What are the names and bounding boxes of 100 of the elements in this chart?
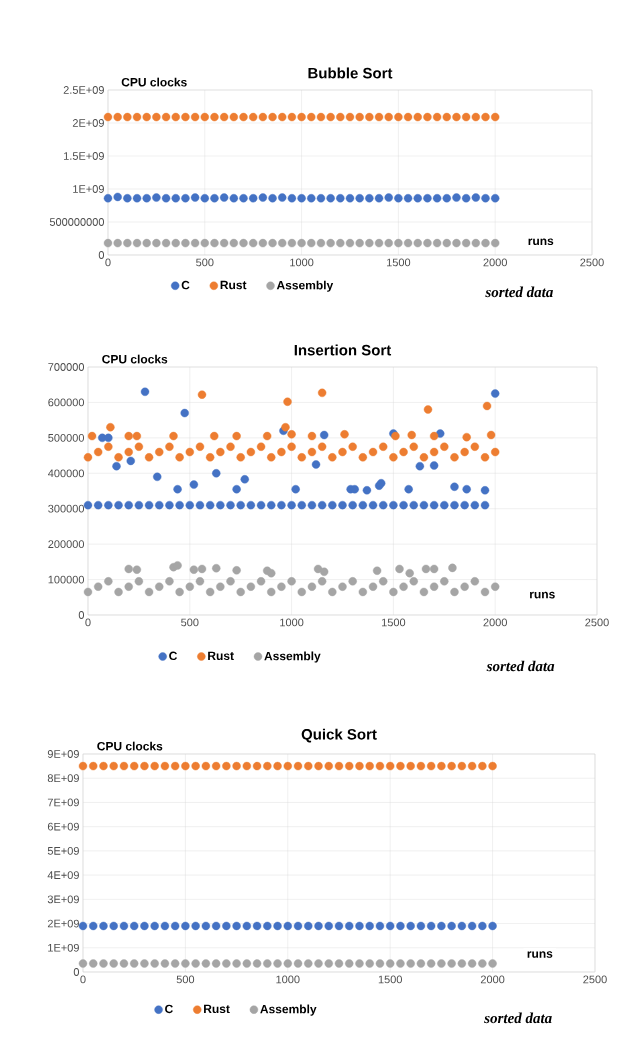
point [426, 761, 436, 771]
point [334, 761, 344, 771]
point [189, 565, 199, 574]
point [229, 194, 239, 203]
point [307, 582, 317, 591]
point [355, 761, 364, 771]
legend-label: Assembly [264, 651, 321, 663]
point [461, 112, 471, 122]
point [324, 921, 333, 931]
point [114, 587, 123, 597]
point [461, 238, 471, 248]
point [385, 761, 395, 771]
point [395, 564, 404, 574]
point [124, 564, 133, 574]
point [78, 959, 88, 968]
point [447, 921, 456, 931]
point [181, 112, 190, 122]
point [160, 959, 170, 968]
point [89, 959, 98, 968]
point [413, 238, 422, 248]
point [283, 921, 292, 931]
point [394, 112, 403, 122]
point [365, 112, 374, 122]
point [232, 959, 241, 968]
point [161, 112, 171, 122]
point [461, 194, 471, 203]
point [232, 761, 241, 771]
point [297, 112, 306, 122]
point [467, 921, 477, 931]
point [413, 112, 422, 122]
point [278, 238, 287, 248]
point [175, 587, 184, 597]
point [132, 194, 142, 203]
y-axis-title: CPU clocks [102, 354, 168, 364]
point [355, 959, 364, 968]
point [152, 112, 161, 122]
point [406, 761, 415, 771]
point [384, 112, 393, 122]
point [314, 921, 323, 931]
point [470, 577, 480, 586]
point [104, 577, 113, 586]
point [375, 921, 385, 931]
point [283, 959, 292, 968]
point [345, 959, 354, 968]
legend-label: Assembly [260, 1004, 317, 1016]
point [385, 959, 395, 968]
point [242, 921, 252, 931]
point [317, 577, 327, 586]
y-tick-label: 2E+09 [72, 119, 104, 127]
point [442, 112, 451, 122]
y-axis-title: CPU clocks [121, 77, 187, 87]
point [144, 587, 154, 597]
y-tick-label: 300000 [48, 504, 85, 513]
x-tick-label: 1500 [386, 258, 411, 267]
point [256, 577, 266, 586]
point [304, 959, 313, 968]
point [252, 959, 262, 968]
point [93, 582, 103, 591]
point [268, 194, 277, 203]
point [142, 238, 151, 248]
point [200, 238, 209, 248]
point [236, 587, 245, 597]
y-tick-label: 700000 [48, 363, 85, 371]
point [170, 959, 180, 968]
point [103, 112, 113, 122]
point [99, 761, 108, 771]
y-tick-label: 600000 [48, 398, 85, 407]
point [413, 194, 422, 203]
point [421, 564, 431, 574]
point [336, 194, 345, 203]
x-axis-title: runs [527, 951, 553, 958]
point [113, 238, 122, 248]
point [319, 567, 329, 576]
chart-title: Insertion Sort [294, 344, 392, 356]
point [287, 112, 297, 122]
point [437, 921, 446, 931]
x-tick-label: 500 [196, 258, 214, 267]
y-tick-label: 500000 [48, 433, 85, 442]
point [190, 238, 200, 248]
y-tick-label: 2.5E+09 [63, 86, 104, 94]
point [481, 112, 490, 122]
point [379, 577, 388, 586]
point [345, 761, 354, 771]
y-tick-label: 2E+09 [47, 919, 79, 928]
point [442, 238, 451, 248]
x-tick-label: 500 [181, 618, 199, 627]
y-tick-label: 3E+09 [47, 895, 79, 904]
point [205, 587, 215, 597]
point [171, 112, 180, 122]
x-tick-label: 500 [176, 975, 195, 984]
point [403, 112, 413, 122]
point [273, 921, 282, 931]
point [219, 193, 229, 202]
point [450, 587, 459, 597]
point [277, 582, 286, 591]
point [448, 563, 457, 573]
point [278, 193, 287, 202]
point [181, 238, 190, 248]
point [365, 238, 374, 248]
point [78, 761, 88, 771]
